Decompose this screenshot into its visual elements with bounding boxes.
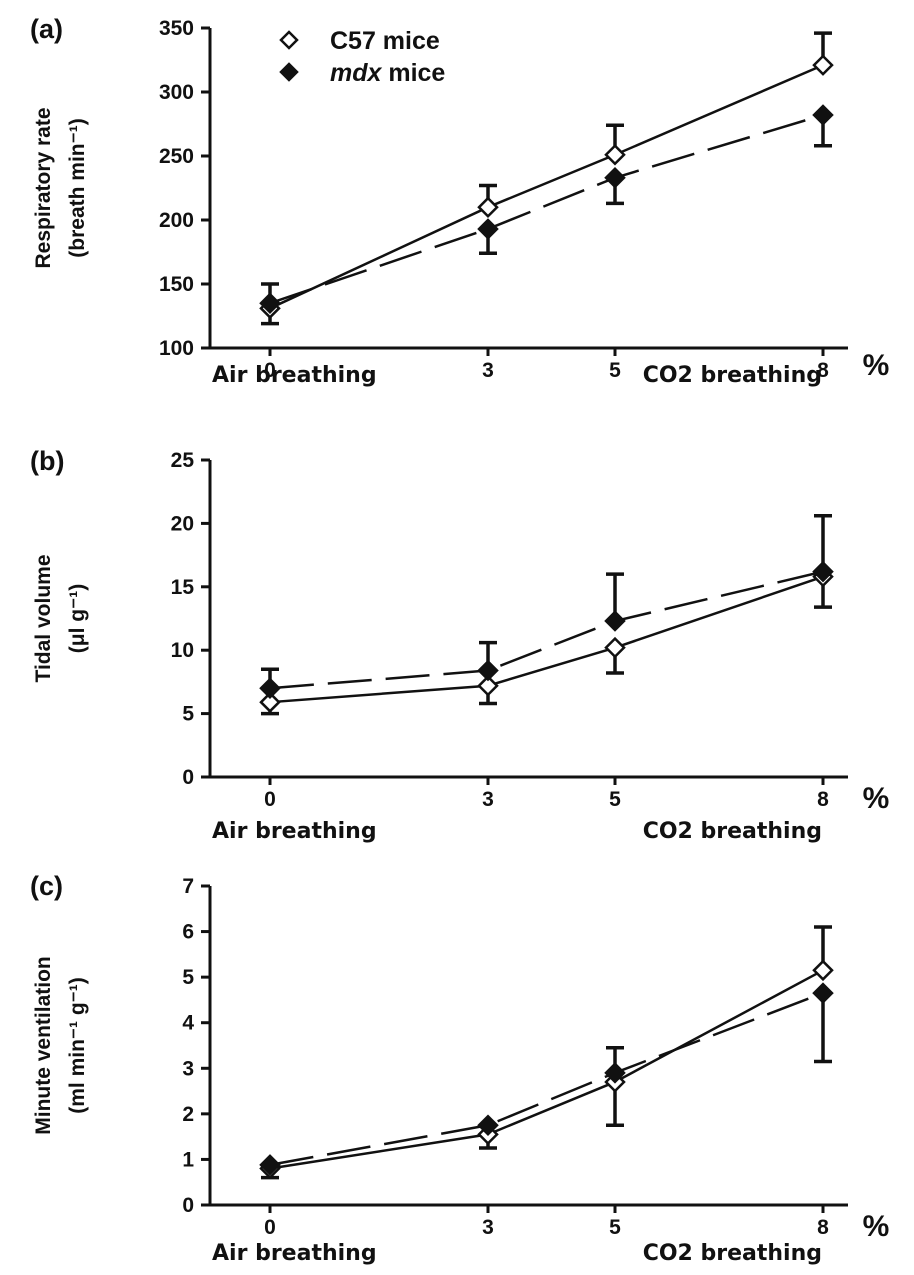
c57-data-point [812, 54, 834, 76]
mdx-data-point [604, 1062, 626, 1084]
chart-panel-1: (a) Respiratory rate (breath min⁻¹) 100 150 2… [30, 14, 889, 388]
c57-data-point [259, 691, 281, 713]
c57-data-point [604, 636, 626, 659]
y-tick-label: 200 [159, 209, 194, 232]
mdx-data-point [812, 560, 834, 583]
y-axis-label: Respiratory rate (breath min⁻¹) [32, 107, 89, 268]
co2-breathing-label: CO2 breathing [643, 1241, 822, 1266]
mdx-data-point [604, 610, 626, 632]
y-axis-label-line2: (μl g⁻¹) [66, 584, 89, 653]
mdx-data-point [259, 292, 281, 314]
c57-series-line [269, 575, 824, 704]
mdx-legend-italic: mdx [330, 59, 383, 87]
y-tick-label: 250 [159, 145, 194, 168]
c57-data-point [812, 959, 834, 982]
y-tick-label: 6 [182, 921, 194, 944]
x-unit-label: % [863, 1210, 890, 1243]
panel-label: (b) [30, 446, 64, 476]
x-tick-label: 5 [609, 359, 621, 382]
y-tick-label: 20 [171, 512, 194, 535]
y-axis-label-line1: Minute ventilation [32, 956, 55, 1135]
mdx-data-point [812, 104, 834, 126]
y-axis-label: Tidal volume (μl g⁻¹) [32, 555, 89, 683]
y-tick-label: 0 [182, 1194, 194, 1217]
y-tick-label: 350 [159, 17, 194, 40]
legend: C57 mice mdx mice [279, 27, 445, 87]
y-tick-label: 1 [182, 1148, 194, 1171]
c57-data-point [604, 143, 626, 166]
x-tick-label: 3 [482, 1216, 494, 1239]
mdx-legend-rest: mice [381, 59, 445, 87]
x-unit-label: % [863, 349, 890, 382]
y-tick-label: 15 [171, 576, 195, 599]
y-tick-label: 5 [182, 703, 194, 726]
c57-series-line [269, 969, 824, 1170]
mdx-series-line [269, 113, 824, 305]
c57-legend-marker [279, 30, 299, 50]
y-axis-label-line1: Respiratory rate [32, 107, 55, 268]
y-axis-label-line2: (ml min⁻¹ g⁻¹) [66, 977, 89, 1113]
chart-panel-3: (c) Minute ventilation (ml min⁻¹ g⁻¹) 0 1 2 3 4… [30, 871, 889, 1266]
c57-data-point [477, 674, 499, 697]
x-tick-label: 0 [264, 1216, 276, 1239]
mdx-data-point [259, 1154, 281, 1176]
air-breathing-label: Air breathing [212, 363, 377, 388]
mdx-series-line [269, 570, 824, 690]
mdx-series-line [269, 991, 824, 1167]
y-tick-label: 3 [182, 1057, 194, 1080]
panel-label: (a) [30, 14, 63, 44]
x-unit-label: % [863, 782, 890, 815]
y-axis-label-line2: (breath min⁻¹) [66, 118, 89, 257]
y-tick-label: 5 [182, 966, 194, 989]
co2-breathing-label: CO2 breathing [643, 363, 822, 388]
y-tick-label: 10 [171, 639, 194, 662]
mdx-data-point [259, 677, 281, 700]
x-tick-label: 5 [609, 788, 621, 811]
chart-panel-2: (b) Tidal volume (μl g⁻¹) 0 5 10 15 20 25 0 3 5 8 % Ai… [30, 446, 889, 844]
mdx-data-point [477, 218, 499, 240]
air-breathing-label: Air breathing [212, 1241, 377, 1266]
mdx-legend-label: mdx mice [330, 59, 445, 87]
x-tick-label: 5 [609, 1216, 621, 1239]
y-axis-label: Minute ventilation (ml min⁻¹ g⁻¹) [32, 956, 89, 1135]
x-tick-label: 0 [264, 359, 276, 382]
mdx-legend-marker [279, 62, 299, 82]
y-tick-label: 2 [182, 1103, 194, 1126]
air-breathing-label: Air breathing [212, 819, 377, 844]
y-tick-label: 25 [171, 449, 195, 472]
y-tick-label: 300 [159, 81, 194, 104]
x-tick-label: 0 [264, 788, 276, 811]
c57-data-point [477, 196, 499, 218]
y-tick-label: 150 [159, 273, 194, 296]
x-tick-label: 3 [482, 359, 494, 382]
y-tick-label: 4 [182, 1012, 194, 1035]
x-tick-label: 8 [817, 788, 829, 811]
x-tick-label: 8 [817, 359, 829, 382]
mdx-data-point [477, 659, 499, 682]
mdx-data-point [812, 982, 834, 1004]
y-tick-label: 7 [182, 875, 194, 898]
mdx-data-point [477, 1114, 499, 1137]
mdx-data-point [604, 166, 626, 189]
c57-legend-label: C57 mice [330, 27, 440, 55]
panel-label: (c) [30, 871, 63, 901]
c57-series-line [269, 63, 824, 310]
y-axis-label-line1: Tidal volume [32, 555, 55, 683]
y-tick-label: 0 [182, 766, 194, 789]
y-tick-label: 100 [159, 337, 194, 360]
co2-breathing-label: CO2 breathing [643, 819, 822, 844]
x-tick-label: 8 [817, 1216, 829, 1239]
x-tick-label: 3 [482, 788, 494, 811]
